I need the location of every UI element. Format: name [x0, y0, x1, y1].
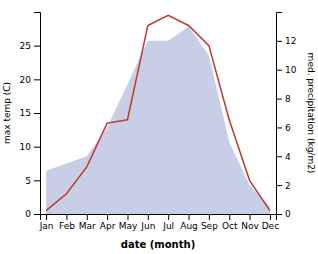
x-axis-title: date (month): [121, 239, 195, 250]
tick-label: 10: [20, 142, 32, 152]
tick: 10: [276, 65, 297, 75]
axis-line: [41, 215, 277, 221]
tick-mark: [276, 127, 282, 128]
tick-mark: [229, 214, 230, 220]
tick-label: 20: [20, 75, 32, 85]
tick: Mar: [79, 214, 96, 231]
tick-label: Jul: [162, 221, 174, 231]
tick-label: Aug: [180, 221, 198, 231]
tick: 12: [276, 36, 296, 46]
tick-mark: [34, 147, 40, 148]
y2-axis: 0 2 4 6 8 10 12: [276, 13, 297, 220]
tick-label: 8: [285, 94, 291, 104]
tick-label: Feb: [59, 221, 75, 231]
tick-label: 15: [20, 108, 31, 118]
tick: Dec: [262, 214, 279, 231]
tick: Aug: [180, 214, 198, 231]
tick-label: 10: [285, 65, 297, 75]
tick: Nov: [241, 214, 259, 231]
tick-mark: [66, 214, 67, 220]
tick-label: Jun: [140, 221, 155, 231]
tick-mark: [127, 214, 128, 220]
tick-label: 6: [285, 123, 291, 133]
tick-mark: [276, 70, 282, 71]
tick: 5: [25, 176, 40, 186]
tick-mark: [46, 214, 47, 220]
tick-mark: [87, 214, 88, 220]
tick-mark: [276, 99, 282, 100]
tick: 0: [25, 209, 40, 219]
tick-label: 4: [285, 152, 291, 162]
tick: Sep: [201, 214, 218, 231]
tick: 2: [276, 181, 291, 191]
tick: 20: [20, 75, 40, 85]
tick: Jul: [162, 214, 174, 231]
tick-mark: [34, 214, 40, 215]
tick: Feb: [59, 214, 75, 231]
tick-mark: [276, 156, 282, 157]
tick-mark: [34, 46, 40, 47]
tick-label: 25: [20, 41, 31, 51]
tick-label: 0: [25, 209, 31, 219]
y-axis-title: max temp (C): [2, 82, 12, 144]
precipitation-area: [46, 26, 270, 214]
tick-mark: [168, 214, 169, 220]
tick-mark: [34, 79, 40, 80]
tick: 0: [276, 209, 291, 219]
tick: May: [119, 214, 138, 231]
tick-mark: [34, 180, 40, 181]
tick-mark: [276, 185, 282, 186]
tick-label: 0: [285, 209, 291, 219]
tick: 6: [276, 123, 291, 133]
tick-label: 12: [285, 36, 296, 46]
tick: 8: [276, 94, 291, 104]
tick-mark: [34, 113, 40, 114]
tick-label: Mar: [79, 221, 96, 231]
tick-mark: [148, 214, 149, 220]
tick-label: 5: [25, 176, 31, 186]
tick-label: Jan: [39, 221, 54, 231]
tick: Oct: [222, 214, 238, 231]
y-axis: 0 5 10 15 20 25: [20, 13, 41, 220]
marks: [46, 15, 270, 214]
temperature-line: [46, 15, 270, 210]
tick-label: Dec: [262, 221, 279, 231]
chart: Jan Feb Mar AprMayJun Jul AugSep OctNovDec 0 5 10…: [0, 0, 318, 254]
tick: 15: [20, 108, 40, 118]
axis-line: [34, 13, 41, 215]
axis-line: [277, 13, 283, 215]
tick-label: 2: [285, 181, 291, 191]
x-axis: Jan Feb Mar AprMayJun Jul AugSep OctNovDec: [39, 214, 279, 231]
tick-mark: [270, 214, 271, 220]
tick-label: May: [119, 221, 138, 231]
tick-mark: [209, 214, 210, 220]
tick: Apr: [100, 214, 116, 231]
tick: 4: [276, 152, 291, 162]
tick-label: Sep: [201, 221, 218, 231]
tick: 25: [20, 41, 40, 51]
tick-mark: [276, 214, 282, 215]
tick-label: Oct: [222, 221, 238, 231]
tick-label: Nov: [241, 221, 259, 231]
plot: Jan Feb Mar AprMayJun Jul AugSep OctNovDec 0 5 10…: [20, 13, 297, 232]
tick: 10: [20, 142, 40, 152]
tick-mark: [276, 41, 282, 42]
tick-mark: [250, 214, 251, 220]
tick-mark: [107, 214, 108, 220]
tick-label: Apr: [100, 221, 116, 231]
tick-mark: [189, 214, 190, 220]
tick: Jan: [39, 214, 54, 231]
tick: Jun: [140, 214, 155, 231]
y2-axis-title: med. precipitation (kg/m2): [306, 53, 316, 174]
